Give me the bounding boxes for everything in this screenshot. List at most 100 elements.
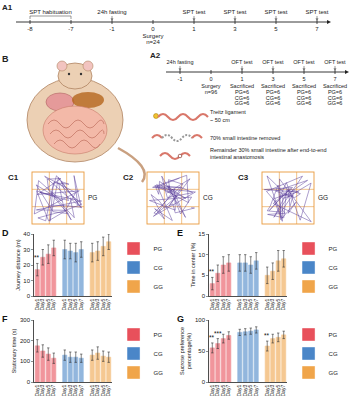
svg-text:Day5: Day5 xyxy=(45,385,51,397)
svg-text:Day5: Day5 xyxy=(72,299,78,311)
svg-text:GG=6: GG=6 xyxy=(235,100,250,106)
svg-text:0: 0 xyxy=(202,379,206,385)
svg-text:~ 50 cm: ~ 50 cm xyxy=(210,117,230,123)
svg-text:CG: CG xyxy=(329,351,338,357)
svg-text:5: 5 xyxy=(202,272,206,278)
svg-text:Remainder 30% small intestine: Remainder 30% small intestine after end-… xyxy=(210,147,326,153)
svg-text:Day3: Day3 xyxy=(269,385,275,397)
svg-text:Day1: Day1 xyxy=(61,299,67,311)
svg-text:50: 50 xyxy=(198,348,205,354)
svg-text:Day3: Day3 xyxy=(67,385,73,397)
svg-text:Day5: Day5 xyxy=(220,385,226,397)
svg-text:Day5: Day5 xyxy=(247,385,253,397)
svg-text:10: 10 xyxy=(23,278,30,284)
svg-text:Day3: Day3 xyxy=(242,385,248,397)
svg-text:Day5: Day5 xyxy=(100,299,106,311)
svg-text:PG: PG xyxy=(329,246,338,252)
svg-text:Day7: Day7 xyxy=(225,299,231,311)
svg-text:Day5: Day5 xyxy=(72,385,78,397)
svg-text:SPT test: SPT test xyxy=(183,9,206,15)
svg-text:100: 100 xyxy=(195,317,206,323)
svg-text:20: 20 xyxy=(23,262,30,268)
svg-text:A1: A1 xyxy=(2,3,13,12)
svg-text:**: ** xyxy=(209,268,215,275)
svg-text:PG: PG xyxy=(154,332,163,338)
svg-text:Day7: Day7 xyxy=(225,385,231,397)
svg-text:Day5: Day5 xyxy=(220,299,226,311)
svg-text:Day7: Day7 xyxy=(105,385,111,397)
svg-text:7: 7 xyxy=(315,26,319,32)
svg-text:GG=6: GG=6 xyxy=(297,100,312,106)
svg-text:5: 5 xyxy=(302,76,305,82)
svg-text:Day7: Day7 xyxy=(253,385,259,397)
svg-text:**: ** xyxy=(34,254,40,261)
svg-text:CG: CG xyxy=(154,265,163,271)
svg-text:C3: C3 xyxy=(238,173,249,182)
svg-text:Day1: Day1 xyxy=(34,299,40,311)
svg-text:Day1: Day1 xyxy=(264,299,270,311)
svg-text:PG: PG xyxy=(88,194,97,201)
svg-text:Day1: Day1 xyxy=(264,385,270,397)
svg-text:5: 5 xyxy=(274,26,278,32)
svg-text:SPT habituation: SPT habituation xyxy=(29,9,72,15)
svg-text:***: *** xyxy=(214,330,222,337)
svg-text:Day7: Day7 xyxy=(105,299,111,311)
svg-text:Day3: Day3 xyxy=(242,299,248,311)
svg-text:0: 0 xyxy=(202,293,206,299)
svg-text:n=96: n=96 xyxy=(205,89,217,95)
svg-text:Day5: Day5 xyxy=(45,299,51,311)
svg-text:Treitz ligament: Treitz ligament xyxy=(210,109,246,115)
svg-text:0: 0 xyxy=(209,76,212,82)
svg-text:0: 0 xyxy=(27,293,31,299)
svg-text:3: 3 xyxy=(271,76,274,82)
svg-text:Day5: Day5 xyxy=(275,299,281,311)
svg-text:1: 1 xyxy=(240,76,243,82)
svg-text:Day1: Day1 xyxy=(236,385,242,397)
svg-text:Day1: Day1 xyxy=(209,299,215,311)
svg-text:intestinal anastomosis: intestinal anastomosis xyxy=(210,154,264,160)
svg-text:GG: GG xyxy=(329,370,339,376)
svg-text:24h fasting: 24h fasting xyxy=(97,9,126,15)
svg-text:Time in center (%): Time in center (%) xyxy=(190,242,196,287)
svg-text:**: ** xyxy=(264,332,270,339)
svg-text:Day7: Day7 xyxy=(253,299,259,311)
svg-text:70% small intestine removed: 70% small intestine removed xyxy=(210,135,280,141)
svg-text:7: 7 xyxy=(333,76,336,82)
svg-text:GG=6: GG=6 xyxy=(328,100,343,106)
svg-text:3: 3 xyxy=(233,26,237,32)
svg-text:0: 0 xyxy=(151,26,155,32)
svg-text:Day3: Day3 xyxy=(94,299,100,311)
svg-text:-8: -8 xyxy=(27,26,33,32)
svg-text:GG: GG xyxy=(318,194,328,201)
svg-text:C2: C2 xyxy=(123,173,134,182)
svg-text:Day3: Day3 xyxy=(214,385,220,397)
svg-text:OFT test: OFT test xyxy=(324,59,346,65)
svg-text:Sucrose preferencepercentage(%: Sucrose preferencepercentage(%) xyxy=(179,327,192,375)
svg-text:-1: -1 xyxy=(178,76,183,82)
svg-text:PG: PG xyxy=(154,246,163,252)
svg-text:Day1: Day1 xyxy=(34,385,40,397)
svg-text:Day1: Day1 xyxy=(61,385,67,397)
svg-text:CG: CG xyxy=(329,265,338,271)
svg-text:100: 100 xyxy=(20,358,31,364)
svg-text:Day5: Day5 xyxy=(100,385,106,397)
svg-text:Day3: Day3 xyxy=(39,385,45,397)
svg-text:-1: -1 xyxy=(109,26,115,32)
svg-text:SPT test: SPT test xyxy=(265,9,288,15)
svg-text:CG: CG xyxy=(203,194,213,201)
svg-text:OFT test: OFT test xyxy=(293,59,315,65)
svg-text:GG=6: GG=6 xyxy=(266,100,281,106)
svg-text:Day7: Day7 xyxy=(280,299,286,311)
svg-text:Day1: Day1 xyxy=(89,385,95,397)
svg-text:B: B xyxy=(2,54,9,64)
svg-text:-7: -7 xyxy=(68,26,74,32)
svg-text:C1: C1 xyxy=(8,173,19,182)
svg-text:Day1: Day1 xyxy=(236,299,242,311)
svg-text:GG: GG xyxy=(154,370,164,376)
svg-text:CG: CG xyxy=(154,351,163,357)
svg-text:Day5: Day5 xyxy=(275,385,281,397)
svg-text:200: 200 xyxy=(20,338,31,344)
svg-text:300: 300 xyxy=(20,317,31,323)
svg-text:Day3: Day3 xyxy=(214,299,220,311)
svg-text:24h fasting: 24h fasting xyxy=(167,59,194,65)
